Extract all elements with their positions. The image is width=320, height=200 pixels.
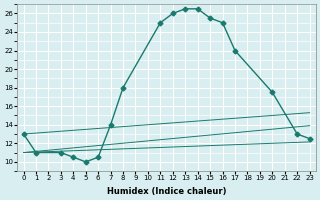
X-axis label: Humidex (Indice chaleur): Humidex (Indice chaleur) bbox=[107, 187, 226, 196]
